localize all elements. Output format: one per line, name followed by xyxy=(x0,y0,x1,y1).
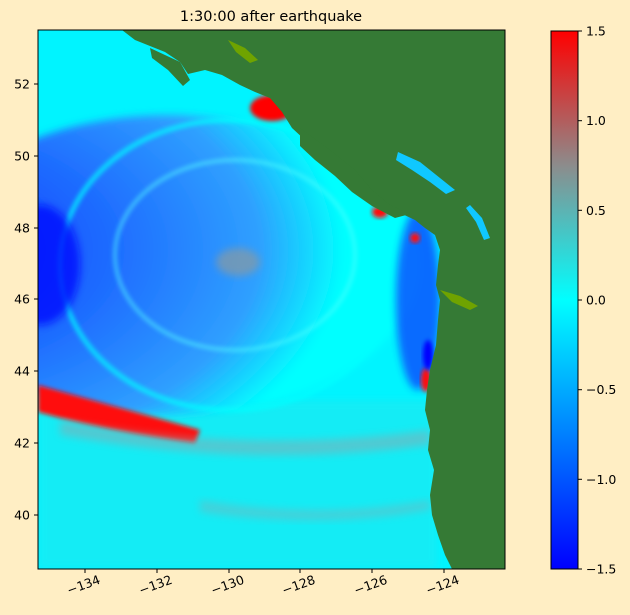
coastal-red-2 xyxy=(410,233,420,243)
land-vancouver-island xyxy=(300,128,410,218)
x-tick-label: −124 xyxy=(424,572,461,598)
colorbar-tick-label: 1.0 xyxy=(586,113,606,128)
colorbar-tick-label: −1.0 xyxy=(586,472,616,487)
land-shallow-coast-2 xyxy=(440,290,478,310)
interior-positive-patch xyxy=(216,248,260,276)
colorbar-tick-label: −0.5 xyxy=(586,382,616,397)
coastal-blue-1 xyxy=(423,340,433,370)
colorbar: −1.5 −1.0 −0.5 0.0 0.5 1.0 1.5 xyxy=(550,24,616,577)
land-island-north xyxy=(150,48,190,86)
western-deep-trough xyxy=(38,205,80,325)
chart-title: 1:30:00 after earthquake xyxy=(180,9,362,25)
y-tick-label: 40 xyxy=(14,508,30,523)
x-tick-label: −126 xyxy=(352,572,389,598)
colorbar-tick-label: 0.5 xyxy=(586,203,606,218)
southern-grey-band xyxy=(60,420,430,456)
x-tick-label: −134 xyxy=(65,572,102,598)
y-tick-label: 44 xyxy=(14,364,30,379)
y-tick-label: 50 xyxy=(14,149,30,164)
x-tick-label: −128 xyxy=(280,572,317,598)
colorbar-gradient xyxy=(550,30,579,570)
southern-grey-band-2 xyxy=(200,500,430,521)
x-axis: −134 −132 −130 −128 −126 −124 xyxy=(65,569,461,598)
plot-area xyxy=(38,30,505,569)
y-tick-label: 42 xyxy=(14,436,30,451)
y-tick-label: 52 xyxy=(14,77,30,92)
x-tick-label: −130 xyxy=(209,572,246,598)
positive-wave-band xyxy=(38,385,200,443)
y-tick-label: 48 xyxy=(14,221,30,236)
inland-waterway xyxy=(396,152,455,194)
inland-waterway-2 xyxy=(466,205,490,240)
x-tick-label: −132 xyxy=(137,572,174,598)
colorbar-tick-label: 1.5 xyxy=(586,24,606,39)
y-tick-label: 46 xyxy=(14,292,30,307)
colorbar-tick-label: 0.0 xyxy=(586,293,606,308)
wave-ring-inner xyxy=(113,158,357,352)
land-shallow-coast xyxy=(228,40,258,63)
y-axis: 40 42 44 46 48 50 52 xyxy=(14,77,38,523)
colorbar-tick-label: −1.5 xyxy=(586,562,616,577)
